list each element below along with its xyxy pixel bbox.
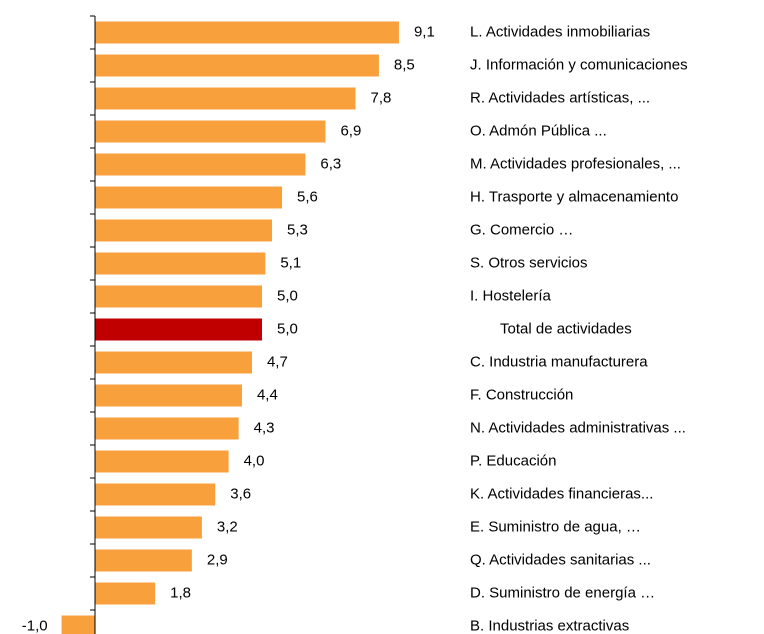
- category-label: R. Actividades artísticas, ...: [470, 89, 650, 106]
- bar: [95, 153, 306, 176]
- bar: [95, 483, 216, 506]
- value-label: 7,8: [371, 89, 392, 106]
- value-label: 6,9: [340, 122, 361, 139]
- bar: [95, 252, 266, 275]
- category-label: B. Industrias extractivas: [470, 617, 629, 634]
- value-label: 4,4: [257, 386, 278, 403]
- value-label: 5,3: [287, 221, 308, 238]
- category-label: C. Industria manufacturera: [470, 353, 648, 370]
- value-label: 1,8: [170, 584, 191, 601]
- value-label: 5,0: [277, 287, 298, 304]
- value-label: 4,7: [267, 353, 288, 370]
- category-label: L. Actividades inmobiliarias: [470, 23, 650, 40]
- bar: [95, 54, 379, 77]
- bar: [95, 219, 273, 242]
- category-label: F. Construcción: [470, 386, 573, 403]
- category-label: E. Suministro de agua, …: [470, 518, 641, 535]
- category-label: J. Información y comunicaciones: [470, 56, 688, 73]
- bar: [95, 549, 192, 572]
- value-label: 5,1: [280, 254, 301, 271]
- value-label: 4,0: [244, 452, 265, 469]
- bar: [95, 87, 356, 110]
- value-label: 3,6: [230, 485, 251, 502]
- value-label: -1,0: [22, 617, 48, 634]
- bar: [95, 384, 242, 407]
- value-label: 2,9: [207, 551, 228, 568]
- value-label: 5,0: [277, 320, 298, 337]
- bar: [95, 516, 202, 539]
- category-label: Q. Actividades sanitarias ...: [470, 551, 651, 568]
- category-label: M. Actividades profesionales, ...: [470, 155, 681, 172]
- category-label: H. Trasporte y almacenamiento: [470, 188, 678, 205]
- category-label: D. Suministro de energía …: [470, 584, 655, 601]
- value-label: 8,5: [394, 56, 415, 73]
- bar: [95, 582, 156, 605]
- category-label: O. Admón Pública ...: [470, 122, 607, 139]
- category-label: N. Actividades administrativas ...: [470, 419, 686, 436]
- value-label: 5,6: [297, 188, 318, 205]
- bar: [95, 285, 262, 308]
- category-label: Total de actividades: [500, 320, 632, 337]
- bar: [95, 318, 262, 341]
- value-label: 9,1: [414, 23, 435, 40]
- bar: [61, 615, 95, 634]
- bar: [95, 417, 239, 440]
- bar: [95, 21, 399, 44]
- bar: [95, 120, 326, 143]
- category-label: S. Otros servicios: [470, 254, 588, 271]
- bar: [95, 450, 229, 473]
- category-label: I. Hostelería: [470, 287, 552, 304]
- category-label: P. Educación: [470, 452, 556, 469]
- bar: [95, 351, 252, 374]
- value-label: 3,2: [217, 518, 238, 535]
- category-label: K. Actividades financieras...: [470, 485, 653, 502]
- category-label: G. Comercio …: [470, 221, 573, 238]
- value-label: 4,3: [254, 419, 275, 436]
- value-label: 6,3: [320, 155, 341, 172]
- bar: [95, 186, 283, 209]
